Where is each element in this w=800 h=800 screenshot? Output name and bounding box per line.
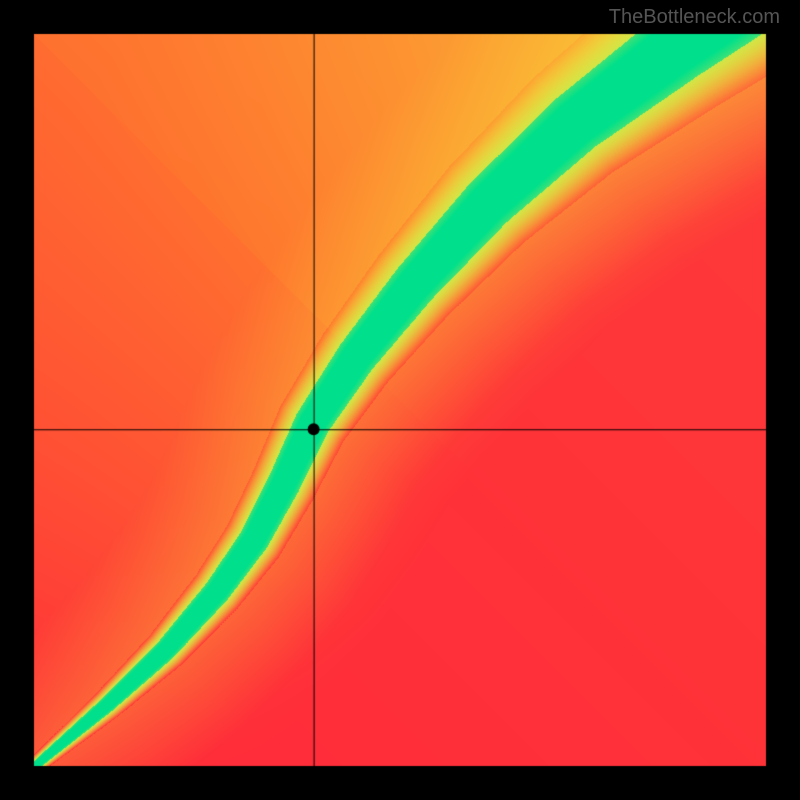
chart-container: TheBottleneck.com [0,0,800,800]
heatmap-canvas [0,0,800,800]
watermark-text: TheBottleneck.com [609,6,780,29]
